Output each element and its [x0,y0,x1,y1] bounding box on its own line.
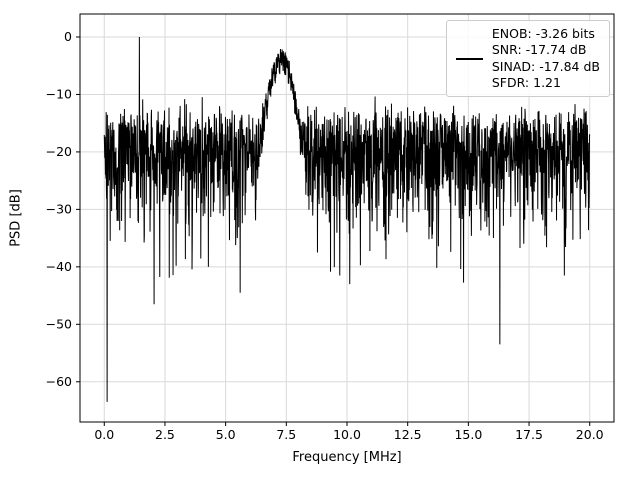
y-axis-label: PSD [dB] [8,189,24,247]
x-axis-label: Frequency [MHz] [292,450,402,465]
tick-labels: 0.0 2.5 5.0 7.5 10.0 12.5 15.0 17.5 20.0 0 −10 −20 −… [46,29,604,442]
psd-trace [103,36,591,402]
tick-marks [76,36,591,426]
svg-text:0.0: 0.0 [94,427,114,442]
legend-text-block: ENOB: -3.26 bits SNR: -17.74 dB SINAD: -… [492,26,600,91]
svg-text:−10: −10 [46,86,72,101]
legend-sfdr: SFDR: 1.21 [491,74,561,90]
legend-sinad: SINAD: -17.84 dB [491,58,600,74]
legend: ENOB: -3.26 bits SNR: -17.74 dB SINAD: -… [445,20,610,97]
svg-text:7.5: 7.5 [276,427,296,442]
svg-text:12.5: 12.5 [394,427,422,442]
svg-text:−60: −60 [46,374,72,389]
legend-snr: SNR: -17.74 dB [491,42,587,58]
svg-text:10.0: 10.0 [333,427,361,442]
legend-line-sample [455,57,483,60]
svg-text:2.5: 2.5 [155,427,175,442]
svg-text:−40: −40 [46,259,72,274]
svg-text:−50: −50 [46,316,72,331]
svg-text:17.5: 17.5 [515,427,543,442]
svg-text:5.0: 5.0 [216,427,236,442]
legend-enob: ENOB: -3.26 bits [491,26,595,41]
svg-text:15.0: 15.0 [454,427,482,442]
svg-text:0: 0 [64,29,72,44]
svg-text:−30: −30 [46,201,72,216]
svg-text:20.0: 20.0 [576,427,604,442]
svg-text:−20: −20 [46,144,72,159]
